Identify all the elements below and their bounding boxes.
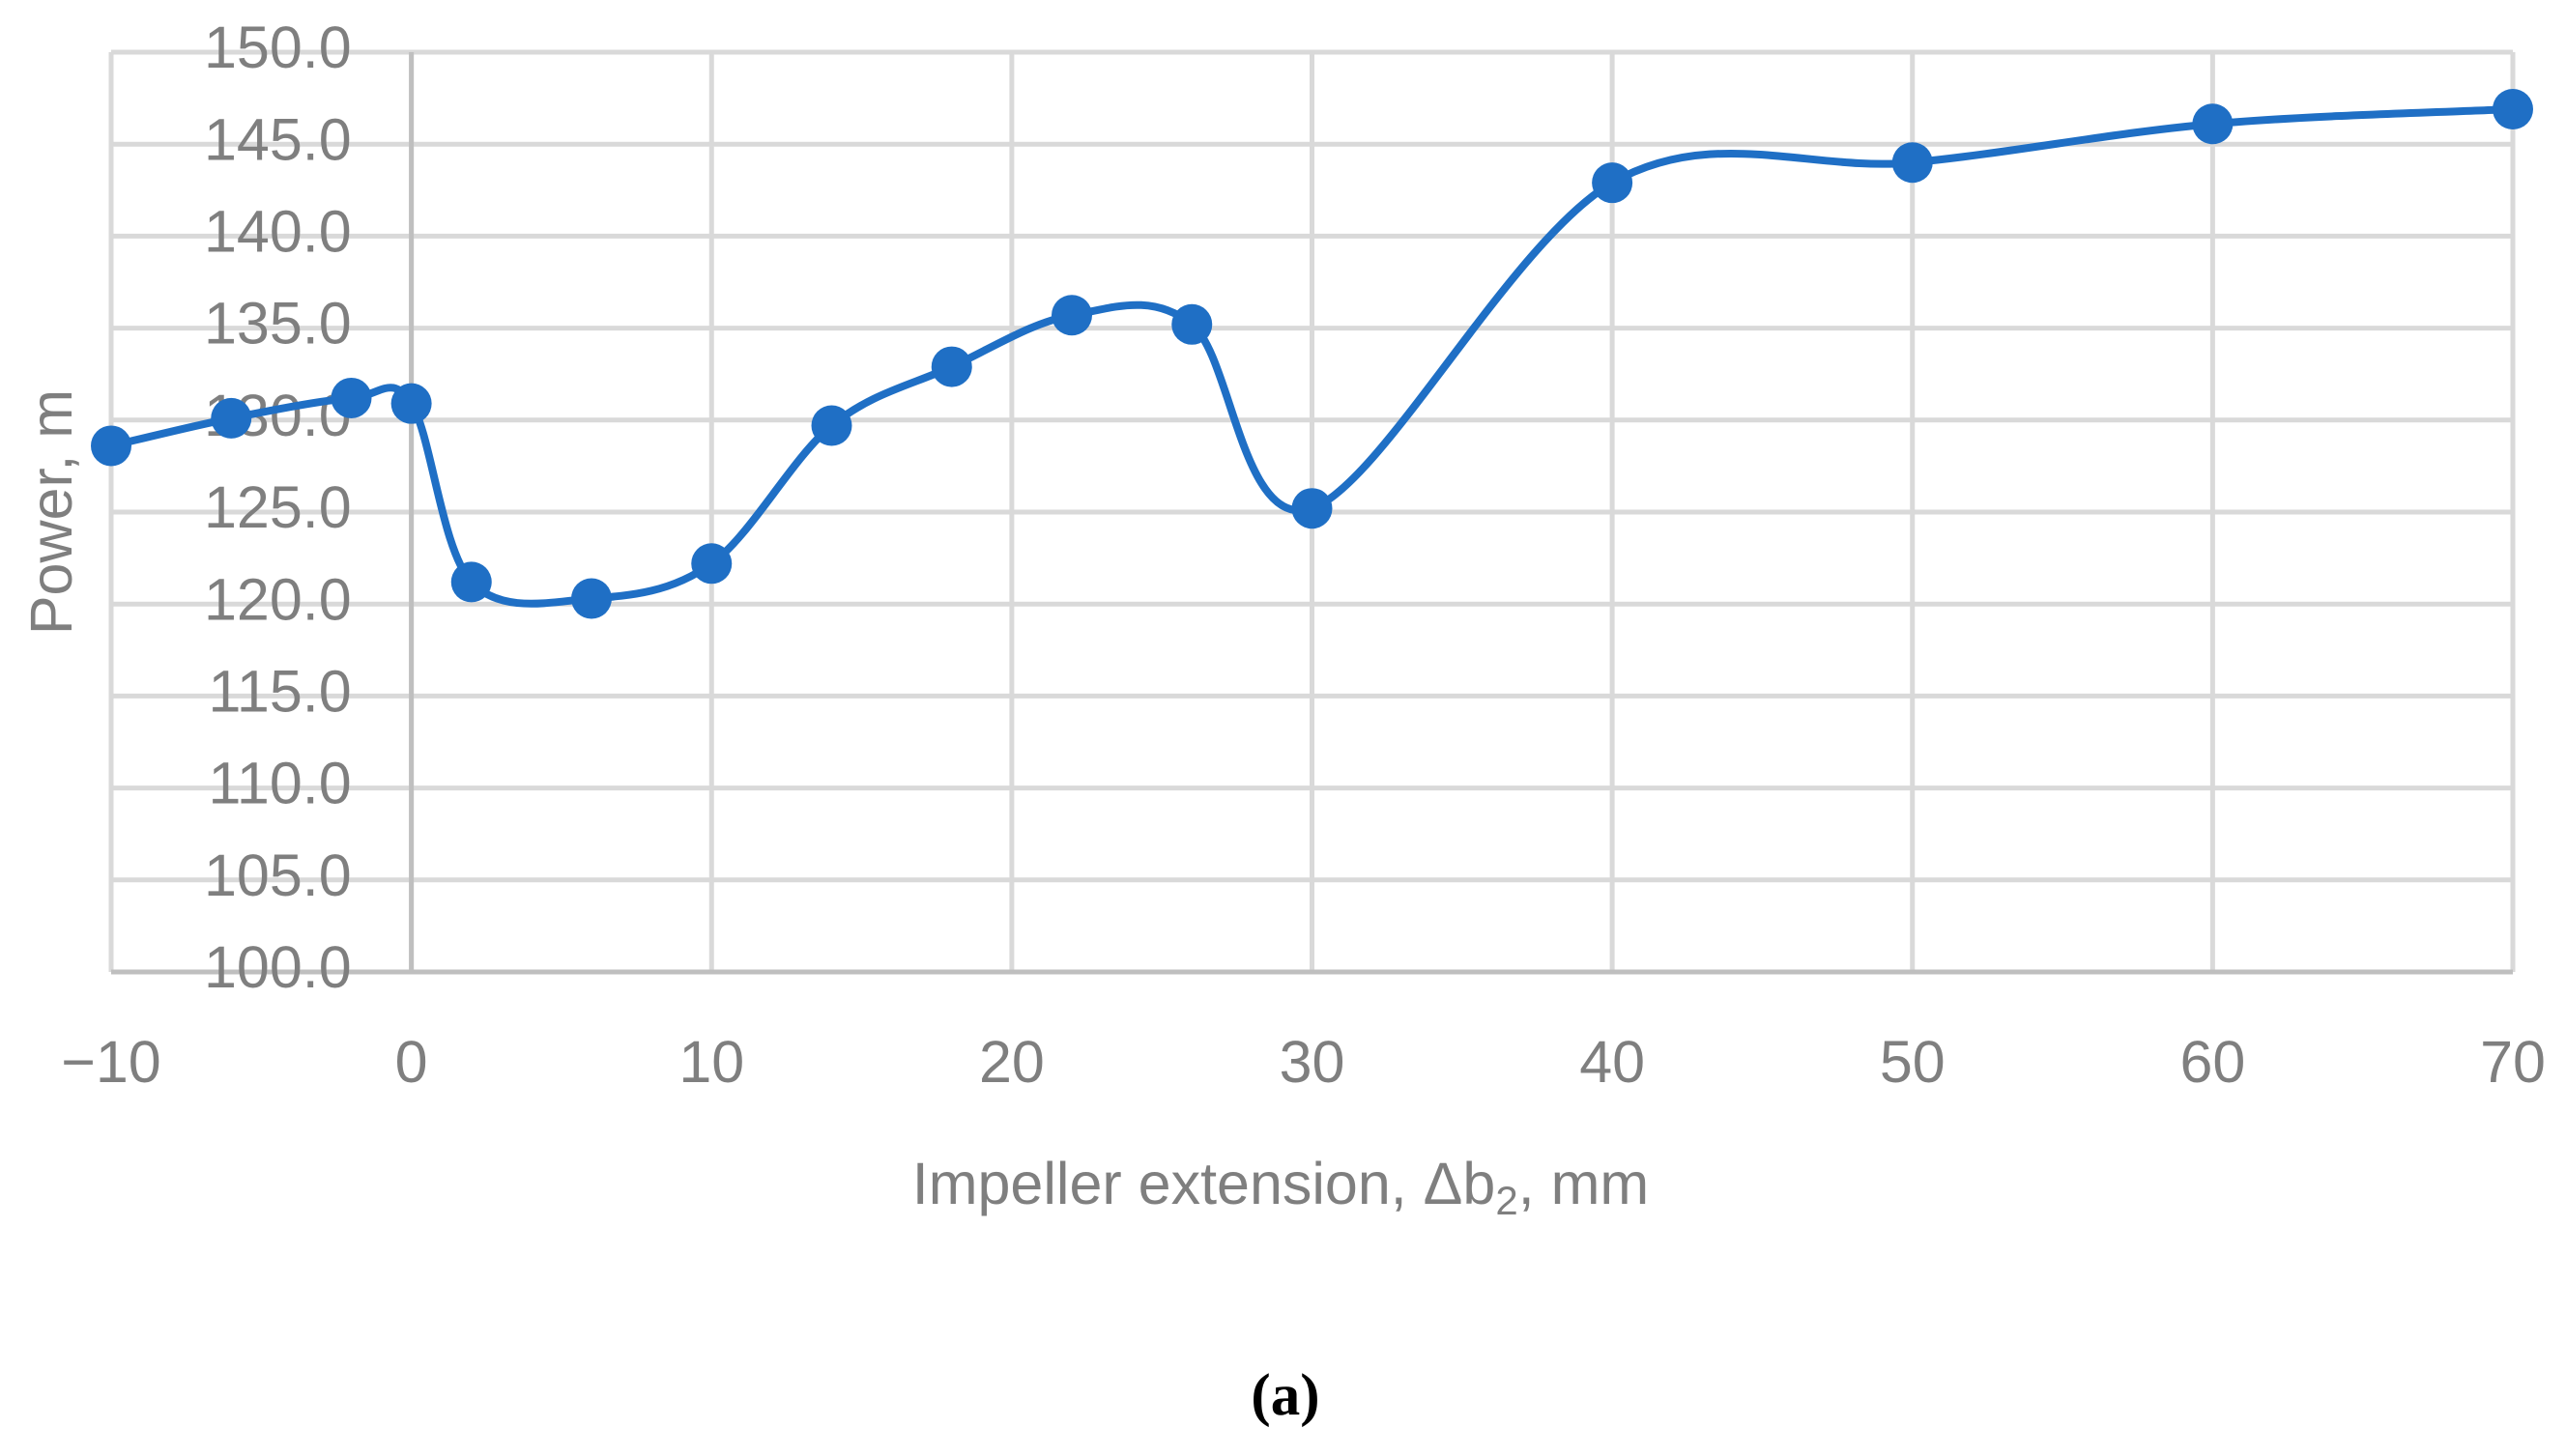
x-tick-label: 0 <box>395 1029 428 1095</box>
y-tick-label: 135.0 <box>204 291 352 357</box>
data-point <box>1592 162 1633 204</box>
y-tick-label: 125.0 <box>204 474 352 540</box>
y-tick-label: 150.0 <box>204 14 352 80</box>
data-point <box>91 425 131 467</box>
x-tick-label: 70 <box>2480 1029 2546 1095</box>
data-point <box>1291 488 1333 529</box>
data-point <box>1171 303 1213 345</box>
data-point <box>211 397 252 439</box>
x-tick-label: 40 <box>1579 1029 1645 1095</box>
x-label-subscript: 2 <box>1495 1178 1517 1223</box>
data-point <box>1052 295 1092 336</box>
data-point <box>331 377 372 418</box>
data-point <box>2192 103 2234 145</box>
data-point <box>811 405 852 446</box>
x-tick-label: 60 <box>2179 1029 2245 1095</box>
data-point <box>1891 142 1933 184</box>
y-tick-label: 115.0 <box>209 659 352 725</box>
x-tick-label: 20 <box>979 1029 1045 1095</box>
data-point <box>931 346 972 387</box>
x-label-text: , mm <box>1518 1151 1650 1216</box>
data-point <box>390 383 432 424</box>
data-point <box>571 578 612 619</box>
y-tick-label: 105.0 <box>204 842 352 908</box>
y-tick-label: 100.0 <box>204 934 352 1000</box>
y-axis-label: Power, m <box>18 389 84 635</box>
caption: (a) <box>1251 1363 1319 1428</box>
x-tick-label: 50 <box>1880 1029 1946 1095</box>
data-point <box>691 543 733 585</box>
x-tick-label: 30 <box>1280 1029 1345 1095</box>
y-tick-label: 145.0 <box>204 106 352 172</box>
data-point <box>2493 89 2533 130</box>
x-label-text: Impeller extension, Δb <box>912 1151 1496 1216</box>
data-point <box>450 561 492 603</box>
x-axis-label: Impeller extension, Δb2, mm <box>912 1151 1650 1223</box>
x-tick-label: 10 <box>678 1029 744 1095</box>
y-tick-label: 140.0 <box>204 199 352 265</box>
y-tick-label: 110.0 <box>209 751 352 816</box>
y-tick-label: 120.0 <box>204 566 352 632</box>
x-tick-label: −10 <box>61 1029 160 1095</box>
